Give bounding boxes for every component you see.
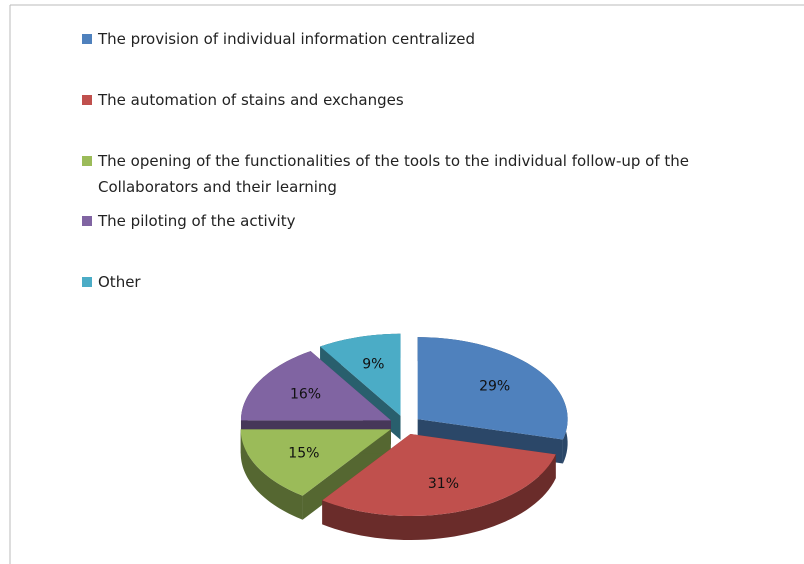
slice	[240, 429, 391, 496]
legend-key	[82, 34, 92, 44]
data-label: 16%	[290, 387, 321, 403]
legend-label: Other	[98, 273, 141, 291]
legend-item: The automation of stains and exchanges	[82, 87, 762, 113]
legend-label: The provision of individual information …	[98, 30, 475, 48]
slice	[240, 351, 391, 421]
legend-key	[82, 277, 92, 287]
legend-label: The opening of the functionalities of th…	[98, 152, 689, 196]
legend-key	[82, 95, 92, 105]
legend-key	[82, 156, 92, 166]
legend-key	[82, 216, 92, 226]
legend: The provision of individual information …	[82, 26, 762, 295]
legend-item: The provision of individual information …	[82, 26, 762, 52]
data-label: 15%	[288, 446, 319, 462]
slice-rim	[240, 429, 303, 520]
legend-label: The automation of stains and exchanges	[98, 91, 404, 109]
slice-rim	[322, 454, 556, 541]
legend-item: The piloting of the activity	[82, 208, 762, 234]
legend-label: The piloting of the activity	[98, 212, 296, 230]
data-label: 31%	[428, 476, 459, 492]
data-label: 9%	[362, 357, 384, 373]
slice	[320, 333, 401, 416]
slice	[417, 337, 568, 440]
slice	[322, 434, 556, 517]
data-label: 29%	[479, 378, 510, 394]
legend-item: The opening of the functionalities of th…	[82, 148, 762, 200]
legend-item: Other	[82, 269, 762, 295]
